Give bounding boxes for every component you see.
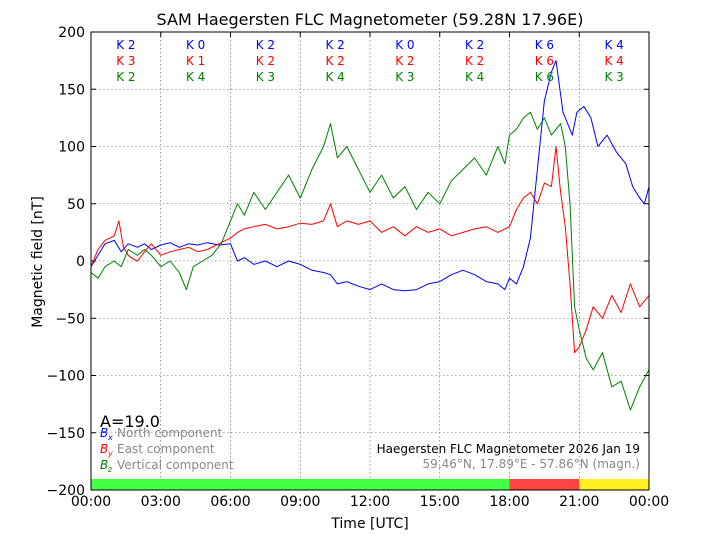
k-index-label: K 6 xyxy=(535,38,554,52)
activity-bar-segment xyxy=(91,479,510,490)
k-index-label: K 2 xyxy=(395,54,414,68)
k-index-label: K 4 xyxy=(186,70,205,84)
x-tick-label: 00:00 xyxy=(629,494,669,510)
x-tick-label: 12:00 xyxy=(350,494,390,510)
k-index-label: K 2 xyxy=(256,38,275,52)
k-index-label: K 1 xyxy=(186,54,205,68)
k-index-label: K 2 xyxy=(116,38,135,52)
x-tick-label: 15:00 xyxy=(420,494,460,510)
k-index-label: K 0 xyxy=(395,38,414,52)
k-index-label: K 0 xyxy=(186,38,205,52)
k-index-label: K 2 xyxy=(116,70,135,84)
legend-entry-label: North component xyxy=(117,426,223,440)
y-tick-label: 0 xyxy=(76,254,85,270)
k-index-label: K 2 xyxy=(325,38,344,52)
k-index-label: K 6 xyxy=(535,54,554,68)
x-tick-label: 18:00 xyxy=(489,494,529,510)
legend-symbol: B xyxy=(100,442,108,456)
k-index-table: K 2 K 0 K 2 K 2 K 0 K 2 K 6 K 4 K 3 K 1 K 2 K 2 K 2 K… xyxy=(116,38,624,84)
k-index-label: K 2 xyxy=(325,54,344,68)
k-index-label: K 3 xyxy=(604,70,623,84)
k-index-label: K 2 xyxy=(465,38,484,52)
legend-symbol: B xyxy=(100,426,108,440)
k-index-label: K 3 xyxy=(116,54,135,68)
station-label: Haegersten FLC Magnetometer 2026 Jan 19 xyxy=(377,442,640,456)
axis-ticks: 00:00 03:00 06:00 09:00 12:00 15:00 18:00 21:00… xyxy=(47,25,670,510)
k-index-label: K 2 xyxy=(256,54,275,68)
plot-frame xyxy=(90,31,650,491)
legend-symbol-subscript: x xyxy=(107,433,113,442)
y-axis-label: Magnetic field [nT] xyxy=(30,196,46,328)
x-tick-label: 06:00 xyxy=(210,494,250,510)
k-index-label: K 4 xyxy=(604,38,623,52)
k-index-label: K 3 xyxy=(395,70,414,84)
legend-symbol-subscript: y xyxy=(107,449,113,458)
legend-entry-label: East component xyxy=(117,442,215,456)
activity-bar-segment xyxy=(579,479,649,490)
x-tick-label: 00:00 xyxy=(71,494,111,510)
k-index-label: K 6 xyxy=(535,70,554,84)
x-tick-label: 09:00 xyxy=(280,494,320,510)
chart-title: SAM Haegersten FLC Magnetometer (59.28N … xyxy=(157,10,584,29)
y-tick-label: −150 xyxy=(47,426,85,442)
k-index-label: K 4 xyxy=(465,70,484,84)
series-line-y xyxy=(90,146,650,354)
legend-symbol: B xyxy=(100,458,108,472)
activity-bar xyxy=(91,479,649,490)
activity-index: A=19.0 xyxy=(100,412,160,431)
x-tick-label: 03:00 xyxy=(141,494,181,510)
k-index-label: K 2 xyxy=(465,54,484,68)
x-tick-label: 21:00 xyxy=(559,494,599,510)
y-tick-label: 150 xyxy=(58,82,85,98)
y-tick-label: 100 xyxy=(58,140,85,156)
legend-entry-label: Vertical component xyxy=(117,458,234,472)
k-index-label: K 4 xyxy=(604,54,623,68)
y-tick-label: −50 xyxy=(55,311,85,327)
y-tick-label: 200 xyxy=(58,25,85,41)
legend-symbol-subscript: z xyxy=(107,465,113,474)
series-line-x xyxy=(90,60,650,292)
series-line-z xyxy=(90,111,650,411)
k-index-label: K 3 xyxy=(256,70,275,84)
k-index-label: K 4 xyxy=(325,70,344,84)
series-lines xyxy=(90,60,650,411)
coords-label: 59.46°N, 17.89°E - 57.86°N (magn.) xyxy=(423,457,640,471)
activity-bar-segment xyxy=(509,479,580,490)
y-tick-label: −100 xyxy=(47,369,85,385)
y-tick-label: 50 xyxy=(67,197,85,213)
x-axis-label: Time [UTC] xyxy=(330,516,408,532)
y-tick-label: −200 xyxy=(47,483,85,499)
grid-lines xyxy=(90,31,650,491)
